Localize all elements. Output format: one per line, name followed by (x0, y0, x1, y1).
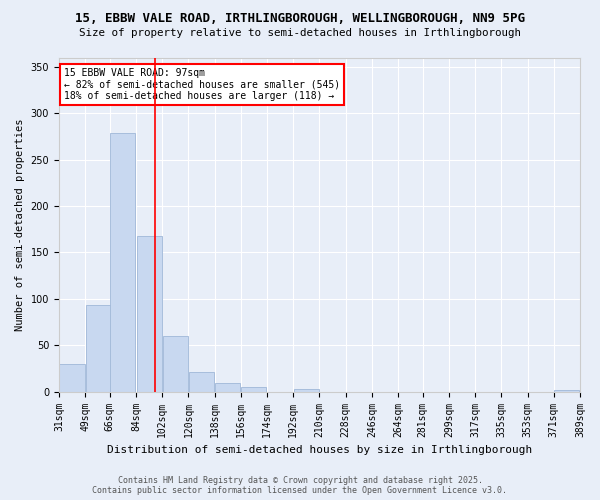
Text: Size of property relative to semi-detached houses in Irthlingborough: Size of property relative to semi-detach… (79, 28, 521, 38)
X-axis label: Distribution of semi-detached houses by size in Irthlingborough: Distribution of semi-detached houses by … (107, 445, 532, 455)
Bar (294, 389, 319, 392)
Bar (137, 236, 161, 392)
Bar (215, 384, 240, 392)
Text: 15 EBBW VALE ROAD: 97sqm
← 82% of semi-detached houses are smaller (545)
18% of : 15 EBBW VALE ROAD: 97sqm ← 82% of semi-d… (64, 68, 340, 100)
Bar (554, 390, 580, 392)
Text: 15, EBBW VALE ROAD, IRTHLINGBOROUGH, WELLINGBOROUGH, NN9 5PG: 15, EBBW VALE ROAD, IRTHLINGBOROUGH, WEL… (75, 12, 525, 26)
Text: Contains HM Land Registry data © Crown copyright and database right 2025.
Contai: Contains HM Land Registry data © Crown c… (92, 476, 508, 495)
Y-axis label: Number of semi-detached properties: Number of semi-detached properties (15, 118, 25, 331)
Bar (59, 364, 85, 392)
Bar (163, 336, 188, 392)
Bar (110, 132, 136, 392)
Bar (241, 387, 266, 392)
Bar (86, 306, 111, 392)
Bar (189, 372, 214, 392)
